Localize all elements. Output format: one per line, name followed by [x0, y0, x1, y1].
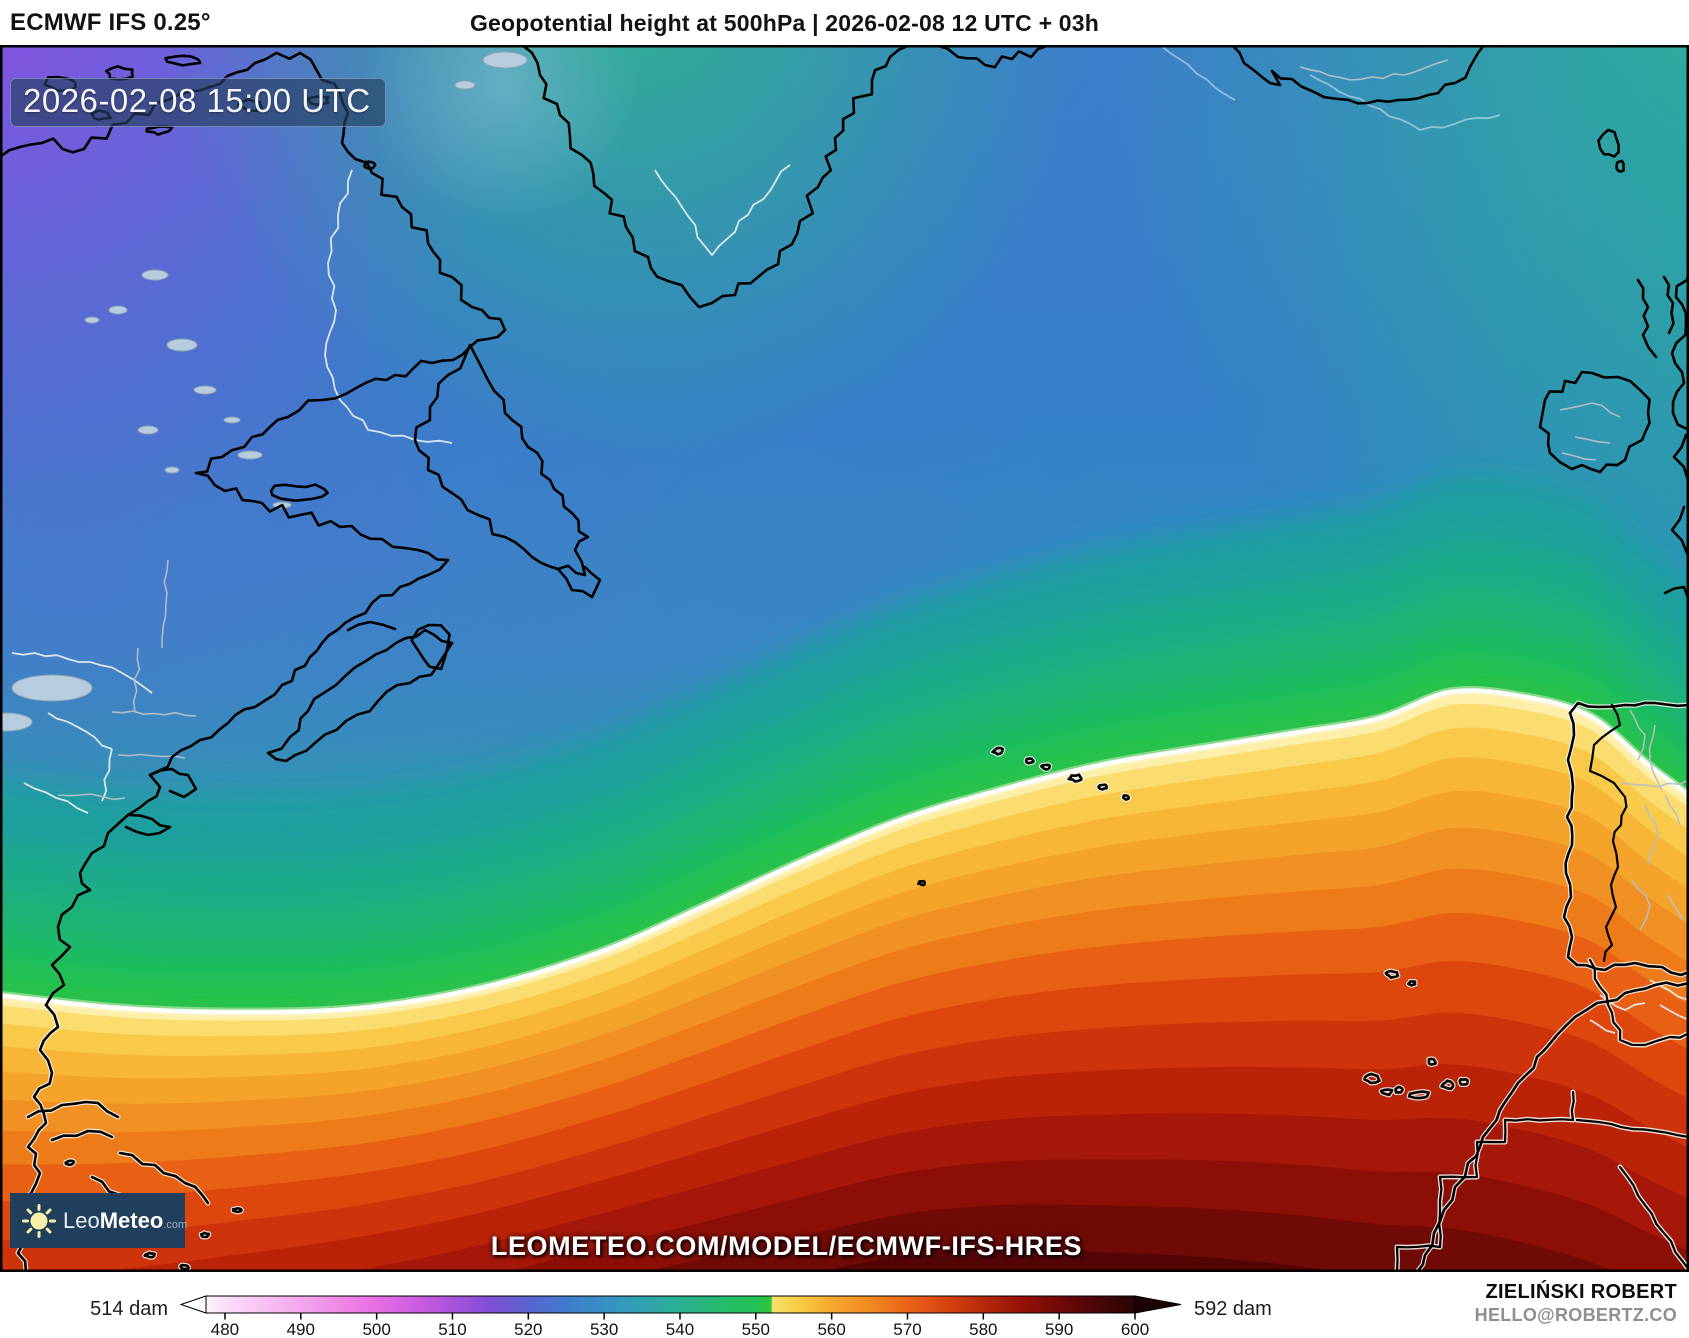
legend-bar: 480 490 500 510 520 530 540 550 560 570 580 590 600 …	[0, 1272, 1689, 1338]
svg-text:580: 580	[969, 1320, 997, 1338]
svg-text:490: 490	[287, 1320, 315, 1338]
author-name: ZIELIŃSKI ROBERT	[1485, 1281, 1677, 1303]
geopotential-map	[0, 45, 1689, 1272]
svg-text:560: 560	[817, 1320, 845, 1338]
svg-text:520: 520	[514, 1320, 542, 1338]
valid-time-badge: 2026-02-08 15:00 UTC	[10, 78, 386, 127]
scale-max-label: 592 dam	[1194, 1298, 1272, 1320]
svg-text:540: 540	[666, 1320, 694, 1338]
leometeo-logo: LeoMeteo.com	[10, 1193, 188, 1248]
svg-text:590: 590	[1045, 1320, 1073, 1338]
svg-text:510: 510	[438, 1320, 466, 1338]
svg-text:550: 550	[742, 1320, 770, 1338]
svg-text:600: 600	[1121, 1320, 1149, 1338]
svg-text:530: 530	[590, 1320, 618, 1338]
svg-text:500: 500	[362, 1320, 390, 1338]
credits: ZIELIŃSKI ROBERT HELLO@ROBERTZ.CO	[1475, 1281, 1677, 1327]
author-contact: HELLO@ROBERTZ.CO	[1474, 1305, 1677, 1325]
page-title: Geopotential height at 500hPa | 2026-02-…	[469, 10, 1100, 36]
watermark-url: LEOMETEO.COM/MODEL/ECMWF-IFS-HRES	[490, 1231, 1083, 1261]
model-label: ECMWF IFS 0.25°	[10, 9, 211, 36]
svg-text:480: 480	[211, 1320, 239, 1338]
color-scale: 480 490 500 510 520 530 540 550 560 570 580 590 600	[179, 1295, 1182, 1338]
map-canvas: 2026-02-08 15:00 UTC LeoMeteo.com LEOMET…	[0, 45, 1689, 1272]
header-bar: ECMWF IFS 0.25° Geopotential height at 5…	[0, 0, 1689, 45]
brand-text: LeoMeteo.com	[63, 1207, 188, 1233]
svg-text:570: 570	[893, 1320, 921, 1338]
scale-min-label: 514 dam	[90, 1298, 168, 1320]
sun-icon	[22, 1203, 56, 1238]
